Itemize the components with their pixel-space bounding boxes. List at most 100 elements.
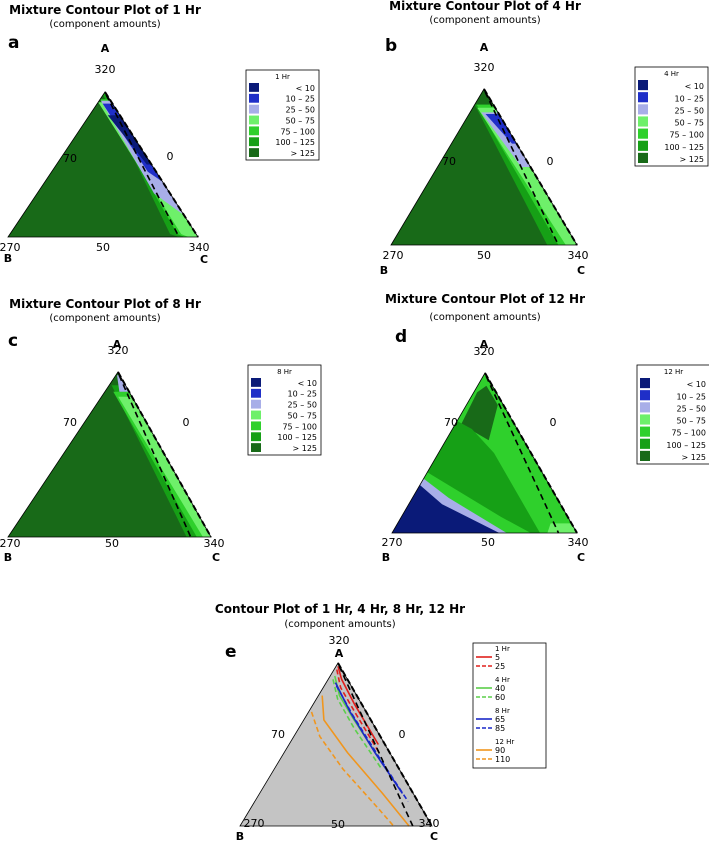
legend-group-title: 12 Hr (495, 738, 514, 746)
edge-tick-left: 70 (442, 155, 456, 168)
legend-range: 25 – 50 (286, 106, 315, 115)
legend-range: 10 – 25 (286, 95, 315, 104)
panel-d: Mixture Contour Plot of 12 Hr (component … (382, 292, 709, 564)
vertex-label-left: B (382, 551, 390, 564)
legend-swatch (249, 126, 259, 136)
legend-swatch (638, 116, 648, 127)
vertex-label-top: A (335, 647, 344, 660)
legend-range: 100 – 125 (277, 433, 317, 442)
legend: 12 Hr < 10 10 – 25 25 – 50 50 – 75 75 – 100 10… (636, 364, 709, 465)
triangle-outline (7, 371, 212, 538)
contour-region (481, 112, 531, 167)
vertex-value-top: 320 (95, 63, 116, 76)
panel-label: d (395, 327, 407, 347)
panel-subtitle: (component amounts) (49, 313, 160, 324)
legend-swatch (640, 438, 650, 449)
edge-tick-bottom: 50 (477, 249, 491, 262)
legend-box (472, 642, 547, 769)
contour-region (461, 385, 498, 441)
vertex-value-right: 340 (204, 537, 225, 550)
legend-range: < 10 (296, 84, 315, 93)
vertex-value-right: 340 (419, 817, 440, 830)
legend-range: > 125 (679, 155, 704, 164)
legend-swatch (251, 388, 261, 398)
contour-line (332, 679, 383, 770)
vertex-label-left: B (4, 252, 12, 265)
panel-e: Contour Plot of 1 Hr, 4 Hr, 8 Hr, 12 Hr (… (215, 602, 547, 843)
legend-title: 4 Hr (664, 70, 679, 78)
vertex-label-top: A (101, 42, 110, 55)
legend-range: 25 – 50 (288, 401, 317, 410)
edge-tick-right: 0 (550, 416, 557, 429)
legend-level: 110 (495, 755, 510, 764)
legend-group-title: 1 Hr (495, 645, 510, 653)
vertex-label-top: A (480, 338, 489, 351)
panel-label: b (385, 36, 397, 56)
vertex-label-right: C (200, 253, 208, 266)
legend-swatch (249, 83, 259, 92)
panel-subtitle: (component amounts) (429, 312, 540, 323)
legend-level: 5 (495, 653, 500, 662)
vertex-label-top: A (480, 41, 489, 54)
panel-subtitle: (component amounts) (49, 19, 160, 30)
vertex-value-left: 270 (382, 536, 403, 549)
vertex-value-left: 270 (383, 249, 404, 262)
contour-line (336, 669, 380, 754)
contour-region (477, 107, 577, 245)
edge-tick-left: 70 (63, 416, 77, 429)
legend-swatch (640, 402, 650, 413)
edge-tick-right: 0 (167, 150, 174, 163)
legend-range: 25 – 50 (677, 404, 706, 413)
legend-swatch (251, 421, 261, 431)
triangle-outline (239, 662, 433, 827)
constraint-line (485, 375, 560, 534)
legend-swatch (249, 93, 259, 103)
legend-level: 65 (495, 715, 505, 724)
vertex-label-left: B (4, 551, 12, 564)
legend-range: 75 – 100 (671, 429, 706, 438)
vertex-label-left: B (236, 830, 244, 843)
legend-level: 85 (495, 724, 505, 733)
legend-range: < 10 (298, 379, 317, 388)
panel-title: Mixture Contour Plot of 1 Hr (9, 3, 201, 17)
edge-tick-right: 0 (183, 416, 190, 429)
legend-range: 75 – 100 (669, 131, 704, 140)
vertex-label-right: C (577, 551, 585, 564)
legend-swatch (640, 414, 650, 425)
panel-title: Mixture Contour Plot of 8 Hr (9, 297, 201, 311)
edge-tick-left: 70 (63, 152, 77, 165)
legend-range: 100 – 125 (666, 441, 706, 450)
legend-level: 40 (495, 684, 505, 693)
vertex-label-left: B (380, 264, 388, 277)
legend-swatch (251, 378, 261, 387)
panel-title: Mixture Contour Plot of 12 Hr (385, 292, 585, 306)
contour-region (427, 421, 540, 533)
panel-label: e (225, 642, 237, 662)
contour-regions (392, 373, 577, 533)
legend-range: 50 – 75 (286, 116, 315, 125)
legend-range: 50 – 75 (288, 411, 317, 420)
legend-title: 1 Hr (275, 73, 290, 81)
edge-tick-left: 70 (271, 728, 285, 741)
panel-a: Mixture Contour Plot of 1 Hr (component a… (0, 3, 320, 266)
contour-region (8, 372, 211, 537)
legend-group-title: 8 Hr (495, 707, 510, 715)
contour-line (334, 682, 404, 794)
edge-tick-right: 0 (547, 155, 554, 168)
legend-swatch (251, 432, 261, 442)
edge-tick-left: 70 (444, 416, 458, 429)
legend-range: 100 – 125 (664, 143, 704, 152)
panel-title: Contour Plot of 1 Hr, 4 Hr, 8 Hr, 12 Hr (215, 602, 465, 616)
edge-tick-bottom: 50 (481, 536, 495, 549)
contour-region (392, 485, 500, 533)
legend-swatch (249, 104, 259, 114)
panel-b: Mixture Contour Plot of 4 Hr (component a… (380, 0, 709, 277)
legend-level: 90 (495, 746, 505, 755)
constraint-line (105, 94, 180, 238)
vertex-value-left: 270 (244, 817, 265, 830)
vertex-value-top: 320 (329, 634, 350, 647)
legend-range: 10 – 25 (675, 94, 704, 103)
